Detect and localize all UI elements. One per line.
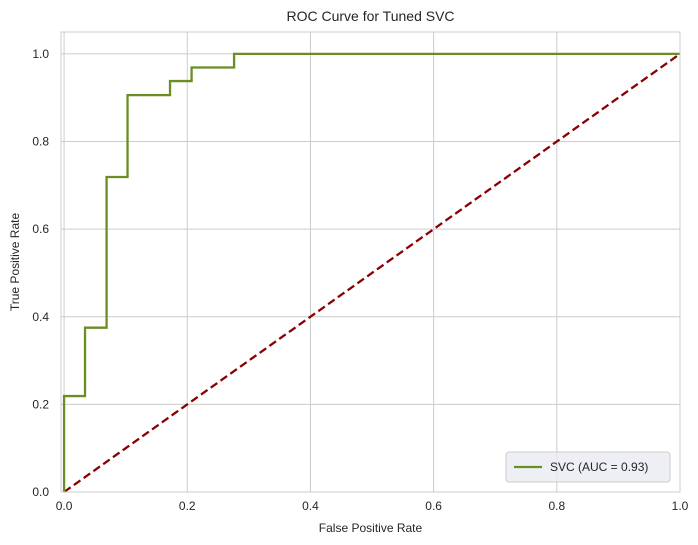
- legend: SVC (AUC = 0.93): [505, 451, 671, 483]
- x-tick-label: 0.0: [56, 499, 73, 513]
- chance-diagonal-line: [63, 52, 681, 493]
- roc-curve-line: [62, 52, 680, 492]
- x-tick-label: 0.2: [179, 499, 196, 513]
- y-tick-label: 1.0: [32, 47, 49, 61]
- legend-box: [505, 451, 671, 483]
- x-axis-label: False Positive Rate: [319, 521, 423, 535]
- y-tick-label: 0.8: [32, 135, 49, 149]
- y-tick-label: 0.2: [32, 397, 49, 411]
- x-tick-label: 1.0: [672, 499, 689, 513]
- y-tick-label: 0.6: [32, 222, 49, 236]
- chart-title: ROC Curve for Tuned SVC: [286, 8, 454, 24]
- series-layer: [62, 52, 681, 493]
- x-tick-label: 0.8: [548, 499, 565, 513]
- y-tick-label: 0.0: [32, 485, 49, 499]
- legend-label-svc: SVC (AUC = 0.93): [550, 460, 648, 474]
- x-tick-label: 0.4: [302, 499, 319, 513]
- tick-layer: 0.0 0.2 0.4 0.6 0.8 1.0 0.0 0.2 0.4 0.6 0.8 1.0: [32, 47, 688, 513]
- y-tick-label: 0.4: [32, 310, 49, 324]
- plot-frame: [60, 31, 681, 493]
- x-tick-label: 0.6: [425, 499, 442, 513]
- plot-background: [61, 32, 680, 492]
- y-axis-label: True Positive Rate: [8, 213, 22, 312]
